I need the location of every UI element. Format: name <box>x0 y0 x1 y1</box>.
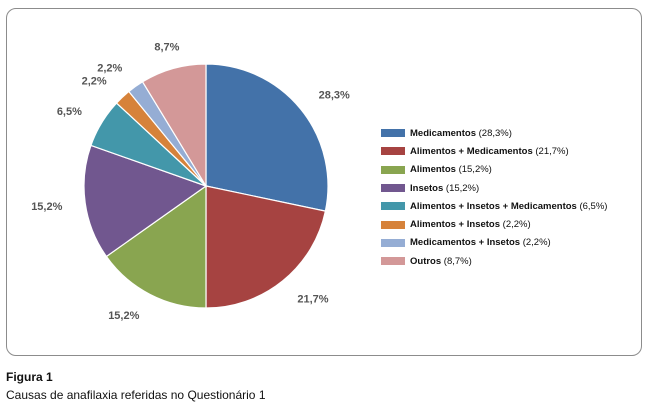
legend-value: (15,2%) <box>455 164 492 176</box>
legend-swatch <box>381 257 405 266</box>
legend-item-outros: Outros (8,7%) <box>381 252 607 270</box>
legend-name: Medicamentos + Insetos <box>410 237 521 249</box>
legend-swatch <box>381 165 405 174</box>
legend-swatch <box>381 129 405 138</box>
legend-item-medicamentos-insetos: Medicamentos + Insetos (2,2%) <box>381 234 607 252</box>
chart-legend: Medicamentos (28,3%) Alimentos + Medicame… <box>381 124 607 270</box>
legend-label: Insetos (15,2%) <box>410 183 479 194</box>
legend-label: Alimentos + Medicamentos (21,7%) <box>410 146 569 157</box>
legend-value: (2,2%) <box>520 237 551 249</box>
legend-value: (28,3%) <box>476 127 512 139</box>
slice-label-alimentos-medicamentos: 21,7% <box>297 294 328 306</box>
legend-swatch <box>381 184 405 193</box>
legend-swatch <box>381 238 405 247</box>
pie-slice-alimentos <box>105 184 207 309</box>
legend-item-alimentos: Alimentos (15,2%) <box>381 161 607 179</box>
legend-label: Medicamentos (28,3%) <box>410 128 512 139</box>
legend-item-alimentos-insetos: Alimentos + Insetos (2,2%) <box>381 215 607 233</box>
legend-value: (21,7%) <box>532 145 569 157</box>
slice-label-alimentos-insetos: 2,2% <box>82 75 107 87</box>
legend-value: (8,7%) <box>441 255 472 267</box>
legend-name: Alimentos + Insetos + Medicamentos <box>410 200 577 212</box>
pie-slice-insetos <box>83 144 208 258</box>
legend-label: Alimentos + Insetos (2,2%) <box>410 219 531 230</box>
pie-slice-outros <box>141 63 207 189</box>
slice-label-medicamentos-insetos: 2,2% <box>97 63 122 75</box>
legend-label: Alimentos + Insetos + Medicamentos (6,5%… <box>410 201 607 212</box>
slice-label-insetos: 15,2% <box>31 201 62 213</box>
slice-label-outros: 8,7% <box>154 41 179 53</box>
legend-swatch <box>381 202 405 211</box>
slice-label-alimentos-insetos-medicamentos: 6,5% <box>57 106 82 118</box>
legend-item-alimentos-insetos-medicamentos: Alimentos + Insetos + Medicamentos (6,5%… <box>381 197 607 215</box>
legend-name: Outros <box>410 255 442 267</box>
legend-value: (6,5%) <box>576 200 608 212</box>
legend-name: Alimentos + Medicamentos <box>410 145 533 157</box>
legend-label: Outros (8,7%) <box>410 256 472 267</box>
legend-name: Medicamentos <box>410 127 476 139</box>
legend-item-alimentos-medicamentos: Alimentos + Medicamentos (21,7%) <box>381 142 607 160</box>
slice-label-alimentos: 15,2% <box>108 310 139 322</box>
legend-item-insetos: Insetos (15,2%) <box>381 179 607 197</box>
legend-value: (2,2%) <box>500 219 531 231</box>
pie-slice-medicamentos <box>205 63 329 212</box>
slice-label-medicamentos: 28,3% <box>319 90 350 102</box>
legend-name: Insetos <box>410 182 444 194</box>
pie-slice-alimentos-medicamentos <box>205 185 327 309</box>
legend-label: Medicamentos + Insetos (2,2%) <box>410 237 551 248</box>
figure-caption: Causas de anafilaxia referidas no Questi… <box>6 388 266 402</box>
legend-swatch <box>381 220 405 229</box>
legend-item-medicamentos: Medicamentos (28,3%) <box>381 124 607 142</box>
legend-name: Alimentos <box>410 164 456 176</box>
figure-title: Figura 1 <box>6 370 53 384</box>
legend-name: Alimentos + Insetos <box>410 219 501 231</box>
legend-label: Alimentos (15,2%) <box>410 164 492 175</box>
legend-swatch <box>381 147 405 156</box>
legend-value: (15,2%) <box>443 182 480 194</box>
